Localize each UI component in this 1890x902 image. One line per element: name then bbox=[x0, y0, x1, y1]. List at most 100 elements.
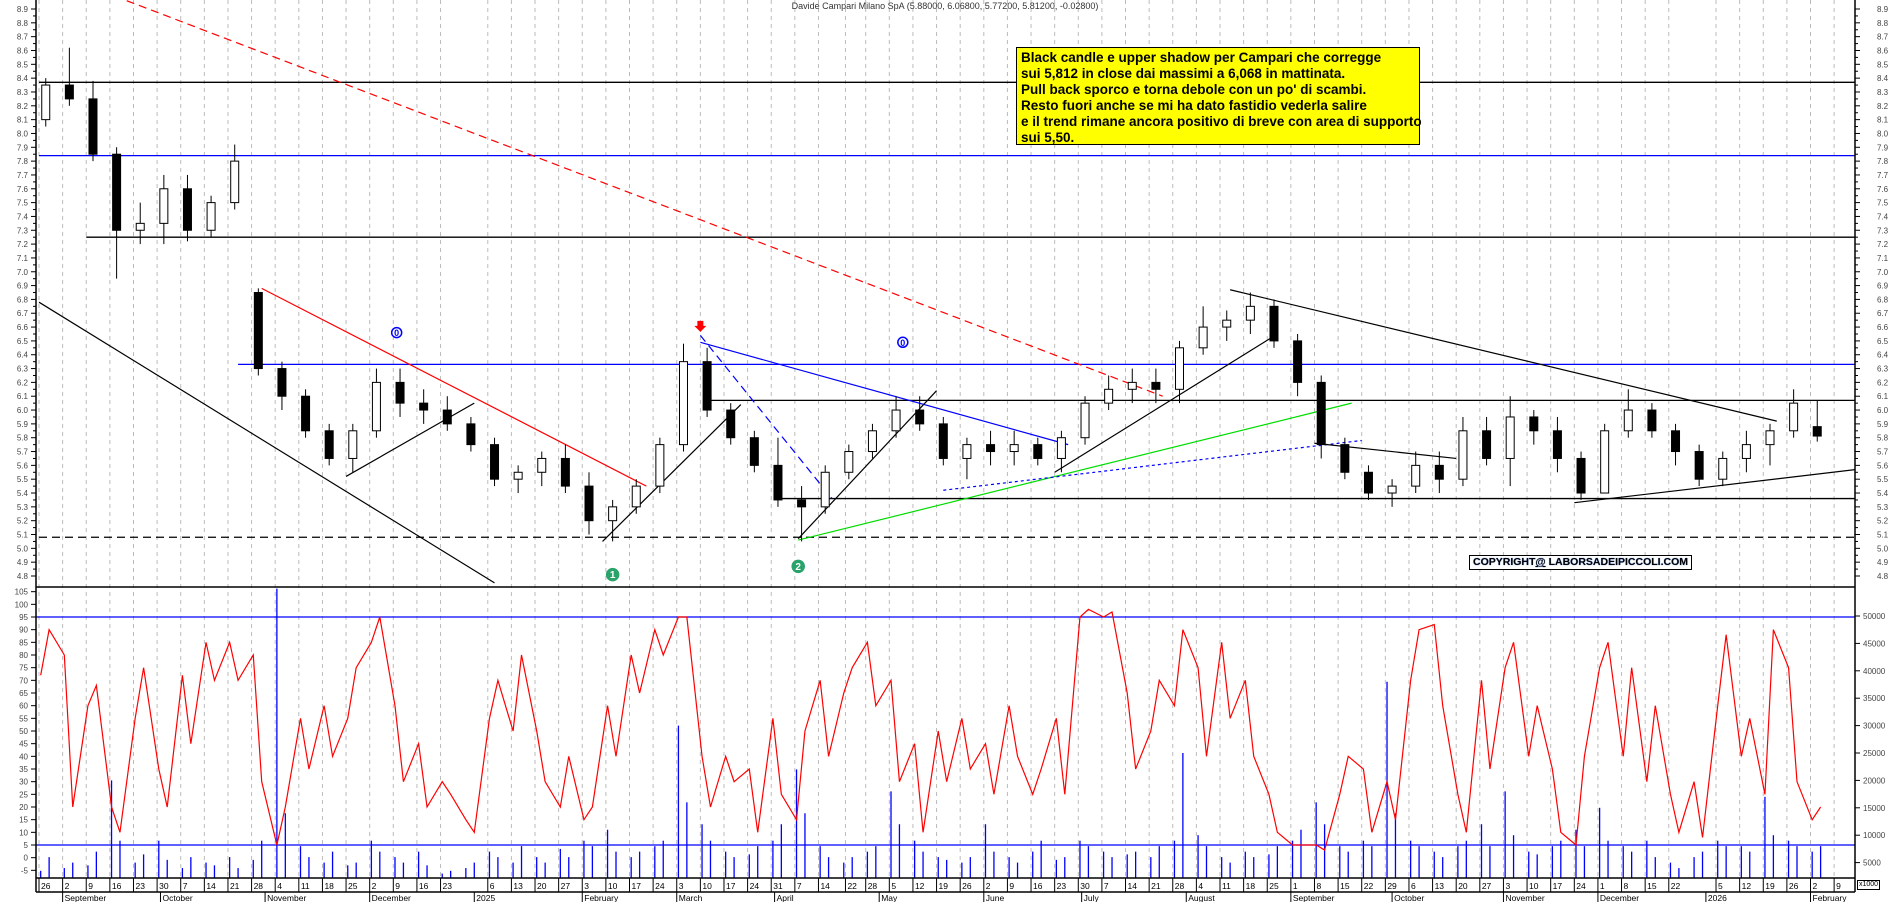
date-tick-label: 26 bbox=[1789, 881, 1799, 891]
volume-tick-label: 10000 bbox=[1863, 831, 1886, 840]
candle bbox=[1482, 416, 1492, 466]
candle bbox=[230, 144, 240, 210]
candle-body-down bbox=[1671, 430, 1681, 453]
price-tick-label: 8.1 bbox=[1877, 116, 1889, 125]
date-tick-label: 17 bbox=[632, 881, 642, 891]
price-tick-label: 6.4 bbox=[17, 351, 29, 360]
price-tick-label: 8.1 bbox=[17, 116, 29, 125]
oscillator-tick-label: 90 bbox=[19, 626, 28, 635]
candle-body-down bbox=[490, 444, 500, 480]
candle-body-up bbox=[962, 444, 972, 459]
price-tick-label: 7.1 bbox=[1877, 254, 1889, 263]
date-tick-label: 28 bbox=[868, 881, 878, 891]
candle-body-down bbox=[1033, 444, 1043, 459]
candle bbox=[348, 423, 358, 473]
date-tick-label: 5 bbox=[1718, 881, 1723, 891]
candle-body-up bbox=[1623, 409, 1633, 432]
candle-body-down bbox=[986, 444, 996, 453]
trend-line bbox=[798, 402, 1352, 541]
candle-body-up bbox=[206, 202, 216, 231]
price-tick-label: 5.1 bbox=[17, 531, 29, 540]
date-tick-label: 11 bbox=[1222, 881, 1231, 891]
oscillator-tick-label: 85 bbox=[19, 638, 28, 647]
candle bbox=[1411, 451, 1421, 494]
candle-body-down bbox=[797, 499, 807, 508]
candle-body-down bbox=[466, 423, 476, 446]
candle bbox=[1175, 340, 1185, 404]
date-tick-label: 12 bbox=[1742, 881, 1752, 891]
trend-line bbox=[700, 341, 1069, 446]
trend-line bbox=[797, 390, 937, 540]
candle bbox=[206, 195, 216, 238]
candle bbox=[560, 444, 570, 494]
trend-line bbox=[345, 402, 475, 477]
candle bbox=[820, 465, 830, 514]
candle-body-down bbox=[1482, 430, 1492, 459]
date-tick-label: 5 bbox=[891, 881, 896, 891]
candle-body-down bbox=[1647, 409, 1657, 432]
candle-body-up bbox=[1198, 326, 1208, 349]
month-label: October bbox=[1394, 893, 1424, 902]
copyright-at: @ bbox=[1535, 556, 1546, 568]
oscillator-tick-label: 50 bbox=[19, 727, 28, 736]
candle bbox=[1576, 451, 1586, 500]
candle bbox=[1033, 437, 1043, 466]
price-tick-label: 6.5 bbox=[17, 337, 29, 346]
price-tick-label: 7.4 bbox=[17, 212, 29, 221]
candle-body-up bbox=[348, 430, 358, 459]
price-tick-label: 6.1 bbox=[17, 392, 29, 401]
price-tick-label: 8.2 bbox=[1877, 102, 1889, 111]
price-tick-label: 6.6 bbox=[1877, 323, 1889, 332]
price-tick-label: 6.9 bbox=[1877, 282, 1889, 291]
candle-body-down bbox=[324, 430, 334, 459]
candle bbox=[1009, 430, 1019, 466]
month-label: 2026 bbox=[1708, 893, 1727, 902]
candle-body-up bbox=[1789, 402, 1799, 432]
chart-title: Davide Campari Milano SpA (5.88000, 6.06… bbox=[791, 1, 1099, 11]
month-label: December bbox=[372, 893, 411, 902]
oscillator-volume-panel bbox=[36, 588, 1855, 878]
candle bbox=[986, 430, 996, 466]
trend-line bbox=[602, 404, 742, 542]
candle-body-up bbox=[1104, 388, 1114, 404]
candle-body-up bbox=[1741, 444, 1751, 459]
analysis-note: Black candle e upper shadow per Campari … bbox=[1016, 47, 1422, 145]
month-label: December bbox=[1600, 893, 1639, 902]
date-tick-label: 22 bbox=[847, 881, 857, 891]
date-tick-label: 28 bbox=[1175, 881, 1185, 891]
price-tick-label: 7.6 bbox=[1877, 185, 1889, 194]
candle bbox=[182, 174, 192, 242]
candle bbox=[371, 368, 381, 438]
date-tick-label: 13 bbox=[1435, 881, 1445, 891]
date-tick-label: 17 bbox=[726, 881, 736, 891]
candle-body-down bbox=[1316, 381, 1326, 446]
candle bbox=[1812, 400, 1822, 442]
candle-body-up bbox=[1222, 319, 1232, 328]
date-tick-label: 23 bbox=[443, 881, 453, 891]
candle-body-down bbox=[1363, 471, 1373, 494]
price-tick-label: 5.9 bbox=[17, 420, 29, 429]
price-tick-label: 5.1 bbox=[1877, 531, 1889, 540]
candle bbox=[1552, 416, 1562, 473]
marker-label: 2 bbox=[795, 562, 801, 573]
oscillator-tick-label: 15 bbox=[19, 816, 28, 825]
candle bbox=[655, 437, 665, 494]
candle-body-up bbox=[513, 471, 523, 480]
date-tick-label: 24 bbox=[1576, 881, 1586, 891]
candle bbox=[537, 451, 547, 487]
price-tick-label: 8.6 bbox=[17, 46, 29, 55]
volume-tick-label: 40000 bbox=[1863, 667, 1886, 676]
candle bbox=[773, 437, 783, 507]
oscillator-tick-label: 70 bbox=[19, 676, 28, 685]
month-label: July bbox=[1084, 893, 1100, 902]
date-tick-label: 30 bbox=[159, 881, 169, 891]
price-tick-label: 8.0 bbox=[17, 129, 29, 138]
month-label: November bbox=[267, 893, 306, 902]
price-tick-label: 8.2 bbox=[17, 102, 29, 111]
date-tick-label: 3 bbox=[679, 881, 684, 891]
candle-body-up bbox=[631, 485, 641, 508]
price-tick-label: 6.2 bbox=[1877, 378, 1889, 387]
candle-body-down bbox=[702, 361, 712, 411]
date-tick-label: 4 bbox=[277, 881, 282, 891]
